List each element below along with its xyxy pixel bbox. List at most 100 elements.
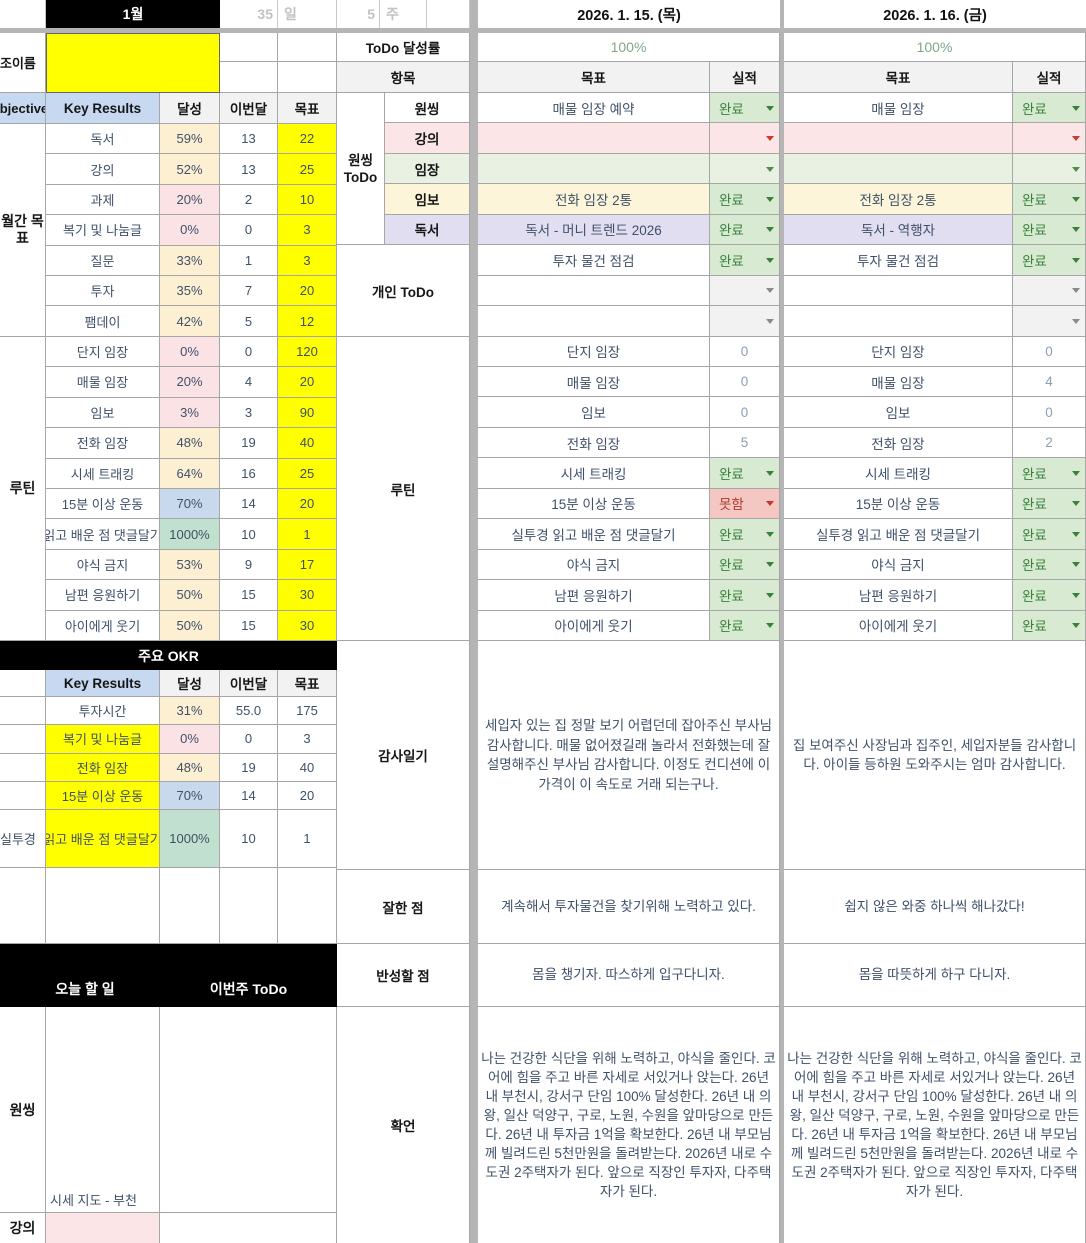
empty-cell[interactable] (46, 868, 160, 944)
status-dropdown[interactable]: 완료 (1013, 93, 1086, 124)
lecture-today-cell[interactable] (46, 1213, 160, 1243)
status-dropdown[interactable]: 0 (1013, 397, 1086, 428)
empty-cell[interactable] (220, 33, 278, 62)
status-dropdown[interactable]: 완료 (710, 610, 780, 641)
goal-value-cell[interactable]: 20 (278, 781, 337, 810)
status-dropdown[interactable]: 5 (710, 427, 780, 459)
status-dropdown[interactable]: 0 (710, 336, 780, 367)
empty-cell[interactable] (0, 868, 46, 944)
goal-value-cell[interactable]: 3 (278, 245, 337, 277)
todo-goal-cell[interactable]: 15분 이상 운동 (784, 488, 1013, 520)
todo-goal-cell[interactable]: 매물 임장 (478, 367, 710, 398)
empty-cell[interactable] (160, 868, 220, 944)
key-result-name-cell[interactable]: 임보 (46, 397, 160, 429)
todo-goal-cell[interactable]: 매물 임장 예약 (478, 93, 710, 124)
todo-goal-cell[interactable]: 매물 임장 (784, 93, 1013, 124)
key-result-name-cell[interactable]: 매물 임장 (46, 367, 160, 398)
key-result-name-cell[interactable]: 남편 응원하기 (46, 580, 160, 611)
this-month-value-cell[interactable]: 15 (220, 580, 278, 611)
this-month-value-cell[interactable]: 0 (220, 725, 278, 754)
week-todo-cell[interactable] (160, 1007, 337, 1213)
this-month-value-cell[interactable]: 14 (220, 488, 278, 520)
todo-goal-cell[interactable]: 전화 임장 2통 (784, 184, 1013, 215)
key-result-name-cell[interactable]: 투자시간 (46, 697, 160, 726)
todo-goal-cell[interactable] (478, 275, 710, 307)
this-month-value-cell[interactable]: 13 (220, 124, 278, 155)
status-dropdown[interactable]: 완료 (710, 93, 780, 124)
affirmation-entry[interactable]: 나는 건강한 식단을 위해 노력하고, 야식을 줄인다. 코어에 힘을 주고 바… (784, 1007, 1086, 1243)
this-month-value-cell[interactable]: 16 (220, 458, 278, 489)
status-dropdown[interactable]: 0 (710, 367, 780, 398)
key-result-name-cell[interactable]: 복기 및 나눔글 (46, 725, 160, 754)
status-dropdown[interactable]: 완료 (710, 458, 780, 489)
empty-cell[interactable] (278, 62, 337, 93)
goal-value-cell[interactable]: 20 (278, 367, 337, 398)
status-dropdown[interactable]: 완료 (710, 519, 780, 550)
todo-goal-cell[interactable]: 독서 - 머니 트렌드 2026 (478, 214, 710, 246)
todo-goal-cell[interactable]: 실투경 읽고 배운 점 댓글달기 (784, 519, 1013, 550)
empty-cell[interactable] (220, 868, 278, 944)
todo-goal-cell[interactable]: 야식 금지 (478, 549, 710, 581)
todo-goal-cell[interactable] (784, 275, 1013, 307)
goal-value-cell[interactable]: 1 (278, 519, 337, 550)
status-dropdown[interactable] (1013, 306, 1086, 337)
status-dropdown[interactable] (710, 275, 780, 307)
status-dropdown[interactable]: 완료 (710, 580, 780, 611)
this-month-value-cell[interactable]: 55.0 (220, 697, 278, 726)
todo-goal-cell[interactable]: 전화 임장 (478, 427, 710, 459)
todo-goal-cell[interactable]: 독서 - 역행자 (784, 214, 1013, 246)
status-dropdown[interactable] (1013, 153, 1086, 185)
todo-goal-cell[interactable] (784, 153, 1013, 185)
status-dropdown[interactable]: 완료 (1013, 245, 1086, 276)
this-month-value-cell[interactable]: 3 (220, 397, 278, 429)
todo-goal-cell[interactable]: 단지 임장 (478, 336, 710, 367)
key-result-name-cell[interactable]: 야식 금지 (46, 549, 160, 581)
status-dropdown[interactable] (1013, 123, 1086, 154)
todo-goal-cell[interactable] (478, 306, 710, 337)
status-dropdown[interactable]: 완료 (1013, 580, 1086, 611)
key-result-name-cell[interactable]: 읽고 배운 점 댓글달기 (46, 519, 160, 550)
status-dropdown[interactable]: 못함 (710, 488, 780, 520)
todo-goal-cell[interactable]: 매물 임장 (784, 367, 1013, 398)
key-result-name-cell[interactable]: 읽고 배운 점 댓글달기 (46, 810, 160, 868)
status-dropdown[interactable] (710, 306, 780, 337)
this-month-value-cell[interactable]: 0 (220, 336, 278, 368)
goal-value-cell[interactable]: 120 (278, 336, 337, 368)
key-result-name-cell[interactable]: 투자 (46, 276, 160, 307)
todo-goal-cell[interactable]: 전화 임장 2통 (478, 184, 710, 215)
this-month-value-cell[interactable]: 19 (220, 428, 278, 459)
status-dropdown[interactable]: 완료 (1013, 458, 1086, 489)
empty-cell[interactable] (278, 868, 337, 944)
todo-goal-cell[interactable] (478, 153, 710, 185)
status-dropdown[interactable]: 완료 (1013, 184, 1086, 215)
todo-goal-cell[interactable] (478, 123, 710, 154)
key-result-name-cell[interactable]: 전화 임장 (46, 753, 160, 782)
gratitude-entry[interactable]: 세입자 있는 집 정말 보기 어렵던데 잡아주신 부사님 감사합니다. 매물 없… (478, 641, 780, 870)
status-dropdown[interactable]: 0 (1013, 336, 1086, 367)
key-result-name-cell[interactable]: 15분 이상 운동 (46, 488, 160, 520)
key-result-name-cell[interactable]: 복기 및 나눔글 (46, 215, 160, 246)
todo-goal-cell[interactable]: 아이에게 웃기 (478, 610, 710, 641)
status-dropdown[interactable]: 완료 (1013, 214, 1086, 246)
todo-goal-cell[interactable]: 단지 임장 (784, 336, 1013, 367)
goal-value-cell[interactable]: 12 (278, 306, 337, 337)
status-dropdown[interactable] (1013, 275, 1086, 307)
empty-cell[interactable] (220, 62, 278, 93)
todo-goal-cell[interactable]: 투자 물건 점검 (784, 245, 1013, 276)
todo-goal-cell[interactable]: 임보 (478, 397, 710, 428)
this-month-value-cell[interactable]: 10 (220, 810, 278, 868)
todo-goal-cell[interactable]: 남편 응원하기 (478, 580, 710, 611)
reflection-entry[interactable]: 몸을 따뜻하게 하구 다니자. (784, 944, 1086, 1007)
team-name-input-cell[interactable] (46, 33, 220, 93)
todo-goal-cell[interactable]: 투자 물건 점검 (478, 245, 710, 276)
todo-goal-cell[interactable] (784, 306, 1013, 337)
status-dropdown[interactable]: 0 (710, 397, 780, 428)
goal-value-cell[interactable]: 30 (278, 610, 337, 641)
lecture-week-cell[interactable] (160, 1213, 337, 1243)
status-dropdown[interactable]: 완료 (710, 184, 780, 215)
goal-value-cell[interactable]: 22 (278, 124, 337, 155)
status-dropdown[interactable]: 완료 (710, 245, 780, 276)
key-result-name-cell[interactable]: 단지 임장 (46, 336, 160, 368)
goal-value-cell[interactable]: 30 (278, 580, 337, 611)
status-dropdown[interactable]: 완료 (1013, 519, 1086, 550)
